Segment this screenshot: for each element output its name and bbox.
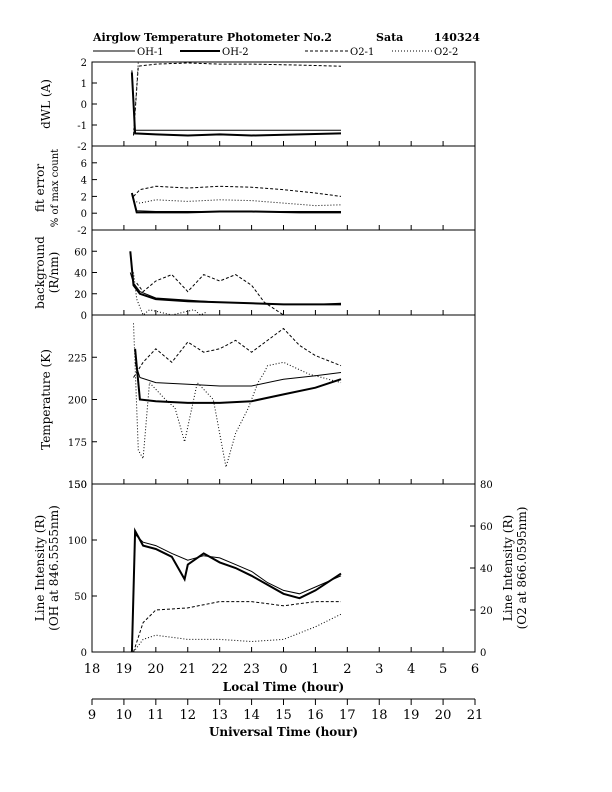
series-line-o2-1-panel-5 xyxy=(133,601,341,652)
y-axis-label-panel-5: Line Intensity (R) xyxy=(33,515,47,621)
x-tick-label-ut: 10 xyxy=(116,708,133,723)
x-tick-label-ut: 13 xyxy=(211,708,228,723)
y-tick-label: -2 xyxy=(77,226,87,237)
y-tick-label: 0 xyxy=(81,209,87,220)
series-line-o2-2-panel-5 xyxy=(133,613,342,652)
series-line-oh-1-panel-2 xyxy=(131,194,341,212)
panel-frame-5 xyxy=(91,483,476,653)
y-tick-label: 4 xyxy=(81,176,87,187)
legend-label-o2-1: O2-1 xyxy=(350,47,374,58)
series-line-oh-2-panel-1 xyxy=(130,72,342,137)
site-name: Sata xyxy=(376,31,404,44)
y2-tick-label: 40 xyxy=(480,564,493,575)
series-line-o2-2-panel-2 xyxy=(133,199,342,207)
x-axis-label-ut: Universal Time (hour) xyxy=(209,725,358,739)
series-line-o2-1-panel-1 xyxy=(133,62,342,136)
x-tick-label-local: 18 xyxy=(84,662,101,677)
x-tick-label-ut: 16 xyxy=(307,708,324,723)
series-line-o2-2-panel-1 xyxy=(133,62,341,136)
y-tick-label: 150 xyxy=(68,480,87,491)
y-tick-label: 2 xyxy=(81,58,87,69)
series-line-o2-1-panel-3 xyxy=(136,274,284,315)
y2-axis-label: Line Intensity (R) xyxy=(501,515,515,621)
x-tick-label-ut: 19 xyxy=(403,708,420,723)
y-axis-label-panel-3: (R/nm) xyxy=(47,252,61,294)
legend-label-oh-1: OH-1 xyxy=(137,47,164,58)
y-tick-label: 0 xyxy=(81,311,87,322)
series-line-o2-1-panel-2 xyxy=(133,185,342,197)
y-tick-label: 175 xyxy=(68,438,87,449)
y-tick-label: 225 xyxy=(68,353,87,364)
y-axis-label-panel-1: dWL (A) xyxy=(39,79,53,129)
y-tick-label: 2 xyxy=(81,192,87,203)
legend-label-oh-2: OH-2 xyxy=(222,47,249,58)
x-tick-label-ut: 18 xyxy=(371,708,388,723)
x-tick-label-ut: 11 xyxy=(148,708,165,723)
y-tick-label: 1 xyxy=(81,79,87,90)
x-tick-label-ut: 20 xyxy=(435,708,452,723)
y-axis-label-panel-2: fit error xyxy=(33,164,47,212)
series-line-oh-2-panel-2 xyxy=(130,192,341,214)
series-line-oh-1-panel-1 xyxy=(131,70,341,131)
y-tick-label: 150 xyxy=(68,480,87,491)
y-tick-label: 50 xyxy=(74,592,87,603)
y-tick-label: 20 xyxy=(74,290,87,301)
y-tick-label: -2 xyxy=(77,142,87,153)
date-label: 140324 xyxy=(434,31,480,44)
x-tick-label-ut: 12 xyxy=(179,708,196,723)
panel-frame-3 xyxy=(91,229,476,316)
panel-frame-2 xyxy=(91,145,476,231)
x-tick-label-local: 21 xyxy=(179,662,196,677)
x-tick-label-local: 22 xyxy=(211,662,228,677)
y2-axis-label: (O2 at 866.0595nm) xyxy=(515,507,529,630)
y-axis-label-panel-4: Temperature (K) xyxy=(39,349,53,450)
y-tick-label: 6 xyxy=(81,159,87,170)
series-line-oh-2-panel-4 xyxy=(134,348,342,404)
series-line-o2-2-panel-4 xyxy=(133,323,342,468)
x-tick-label-local: 4 xyxy=(407,662,415,677)
y-tick-label: 100 xyxy=(68,536,87,547)
x-axis-label-local: Local Time (hour) xyxy=(223,680,344,694)
series-line-o2-2-panel-3 xyxy=(133,272,208,315)
x-tick-label-ut: 15 xyxy=(275,708,292,723)
y2-tick-label: 60 xyxy=(480,522,493,533)
x-tick-label-local: 3 xyxy=(375,662,383,677)
x-tick-label-local: 20 xyxy=(148,662,165,677)
y2-tick-label: 80 xyxy=(480,480,493,491)
x-tick-label-local: 1 xyxy=(311,662,319,677)
y2-tick-label: 20 xyxy=(480,606,493,617)
y-axis-label-panel-3: background xyxy=(33,236,47,309)
y-tick-label: 0 xyxy=(81,648,87,659)
y-axis-label-panel-5: (OH at 846.5555nm) xyxy=(47,505,61,631)
x-tick-label-local: 6 xyxy=(471,662,479,677)
series-line-oh-2-panel-5 xyxy=(130,527,342,652)
x-tick-label-local: 0 xyxy=(279,662,287,677)
series-line-oh-2-panel-3 xyxy=(129,251,341,306)
chart-title: Airglow Temperature Photometer No.2 xyxy=(93,31,332,44)
x-tick-label-local: 23 xyxy=(243,662,260,677)
series-line-o2-1-panel-4 xyxy=(133,327,342,378)
x-tick-label-ut: 14 xyxy=(243,708,260,723)
y-tick-label: 60 xyxy=(74,247,87,258)
x-tick-label-ut: 21 xyxy=(467,708,484,723)
panel-frame-4 xyxy=(91,314,476,485)
x-tick-label-ut: 9 xyxy=(88,708,96,723)
x-tick-label-local: 5 xyxy=(439,662,447,677)
y-axis-label-panel-2: % of max count xyxy=(50,149,61,227)
y2-tick-label: 0 xyxy=(480,648,486,659)
series-line-oh-1-panel-5 xyxy=(131,533,342,652)
y-tick-label: -1 xyxy=(77,121,87,132)
legend-label-o2-2: O2-2 xyxy=(434,47,458,58)
series-line-oh-1-panel-4 xyxy=(134,362,342,387)
x-tick-label-ut: 17 xyxy=(339,708,356,723)
y-tick-label: 0 xyxy=(81,100,87,111)
x-tick-label-local: 19 xyxy=(116,662,133,677)
x-tick-label-local: 2 xyxy=(343,662,351,677)
y-tick-label: 200 xyxy=(68,396,87,407)
y-tick-label: 40 xyxy=(74,269,87,280)
